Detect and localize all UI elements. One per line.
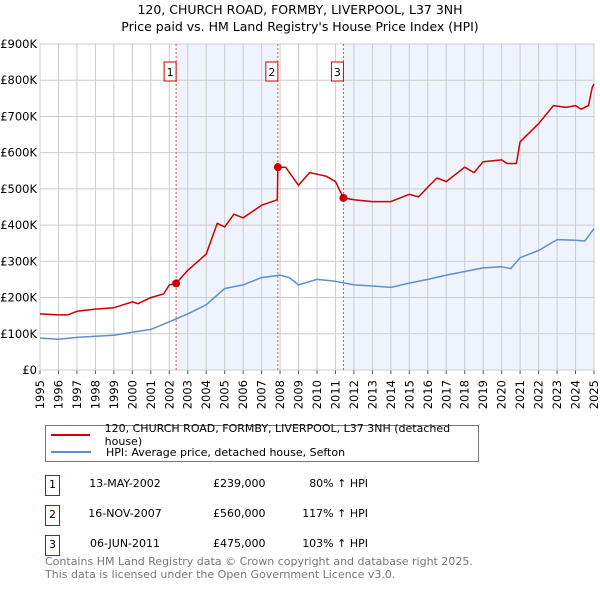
x-tick-label: 2006 — [236, 380, 250, 409]
chart-subtitle: Price paid vs. HM Land Registry's House … — [121, 19, 479, 34]
x-tick-label: 2014 — [384, 380, 398, 409]
sale-label: 1 — [167, 66, 174, 79]
shaded-period — [176, 44, 278, 370]
y-tick-label: £300K — [0, 254, 37, 268]
sale-label: 3 — [334, 66, 341, 79]
transaction-date: 06-JUN-2011 — [89, 537, 161, 550]
transaction-hpi: 80% ↑ HPI — [309, 477, 368, 490]
sale-label-box — [163, 61, 177, 82]
plot-frame — [39, 43, 595, 371]
x-tick-label: 1997 — [70, 380, 84, 409]
legend-swatch-blue — [51, 451, 91, 453]
x-tick-label: 2022 — [532, 380, 546, 409]
x-tick-label: 2013 — [365, 380, 379, 409]
transaction-marker: 1 — [45, 475, 60, 496]
sale-point — [273, 163, 282, 172]
x-tick-label: 2016 — [421, 380, 435, 409]
y-tick-label: £500K — [0, 182, 37, 196]
plot-area: 1995 1996 1997 1998 1999 2000 2001 2002 2003 2004… — [0, 37, 600, 409]
x-tick-label: 1998 — [88, 380, 102, 409]
legend-label: HPI: Average price, detached house, Seft… — [106, 445, 346, 459]
x-tick-label: 2019 — [476, 380, 490, 409]
x-tick-label: 2007 — [255, 380, 269, 409]
x-tick-label: 2003 — [181, 380, 195, 409]
series-line — [39, 83, 595, 316]
transaction-price: £239,000 — [213, 477, 266, 490]
x-tick-label: 2012 — [347, 380, 361, 409]
x-tick-label: 2017 — [439, 380, 453, 409]
transaction-hpi: 103% ↑ HPI — [302, 537, 368, 550]
x-tick-label: 2009 — [292, 380, 306, 409]
x-tick-label: 2025 — [587, 380, 600, 409]
x-tick-label: 2023 — [550, 380, 564, 409]
y-tick-label: £0 — [22, 363, 37, 377]
transaction-marker: 2 — [45, 505, 60, 526]
transaction-hpi: 117% ↑ HPI — [302, 507, 368, 520]
x-tick-label: 2005 — [218, 380, 232, 409]
sale-point — [172, 279, 181, 288]
y-tick-label: £600K — [0, 146, 37, 160]
legend-item-property: 120, CHURCH ROAD, FORMBY, LIVERPOOL, L37… — [46, 422, 478, 448]
x-tick-label: 2020 — [495, 380, 509, 409]
x-tick-label: 2011 — [328, 380, 342, 409]
y-tick-label: £100K — [0, 327, 37, 341]
x-tick-label: 1995 — [33, 380, 47, 409]
x-tick-label: 2021 — [513, 380, 527, 409]
transaction-date: 16-NOV-2007 — [88, 507, 162, 520]
chart-title: 120, CHURCH ROAD, FORMBY, LIVERPOOL, L37… — [137, 2, 463, 17]
x-tick-label: 2000 — [125, 380, 139, 409]
transaction-price: £560,000 — [213, 507, 266, 520]
x-tick-label: 2002 — [162, 380, 176, 409]
legend-swatch-red — [51, 434, 90, 436]
x-tick-label: 1996 — [51, 380, 65, 409]
x-tick-label: 2015 — [402, 380, 416, 409]
legend: 120, CHURCH ROAD, FORMBY, LIVERPOOL, L37… — [45, 422, 479, 462]
y-tick-label: £800K — [0, 73, 37, 87]
footer-line-2: This data is licensed under the Open Gov… — [45, 568, 396, 581]
transaction-price: £475,000 — [213, 537, 266, 550]
x-tick-label: 2018 — [458, 380, 472, 409]
sale-label-box — [330, 61, 344, 82]
x-tick-label: 2004 — [199, 380, 213, 409]
footer: Contains HM Land Registry data © Crown c… — [45, 555, 473, 581]
y-tick-label: £900K — [0, 37, 37, 51]
y-tick-label: £700K — [0, 109, 37, 123]
sale-label: 2 — [268, 66, 275, 79]
x-tick-label: 2010 — [310, 380, 324, 409]
x-tick-label: 2008 — [273, 380, 287, 409]
transaction-date: 13-MAY-2002 — [89, 477, 161, 490]
shaded-period — [343, 44, 594, 370]
transaction-marker: 3 — [45, 535, 60, 556]
x-tick-label: 2024 — [569, 380, 583, 409]
x-tick-label: 1999 — [107, 380, 121, 409]
sale-point — [339, 193, 348, 202]
x-tick-label: 2001 — [144, 380, 158, 409]
series-line — [39, 228, 595, 340]
sale-label-box — [265, 61, 279, 82]
legend-label: 120, CHURCH ROAD, FORMBY, LIVERPOOL, L37… — [104, 422, 451, 448]
y-tick-label: £200K — [0, 291, 37, 305]
y-tick-label: £400K — [0, 218, 37, 232]
footer-line-1: Contains HM Land Registry data © Crown c… — [45, 555, 473, 568]
legend-item-hpi: HPI: Average price, detached house, Seft… — [46, 444, 345, 460]
